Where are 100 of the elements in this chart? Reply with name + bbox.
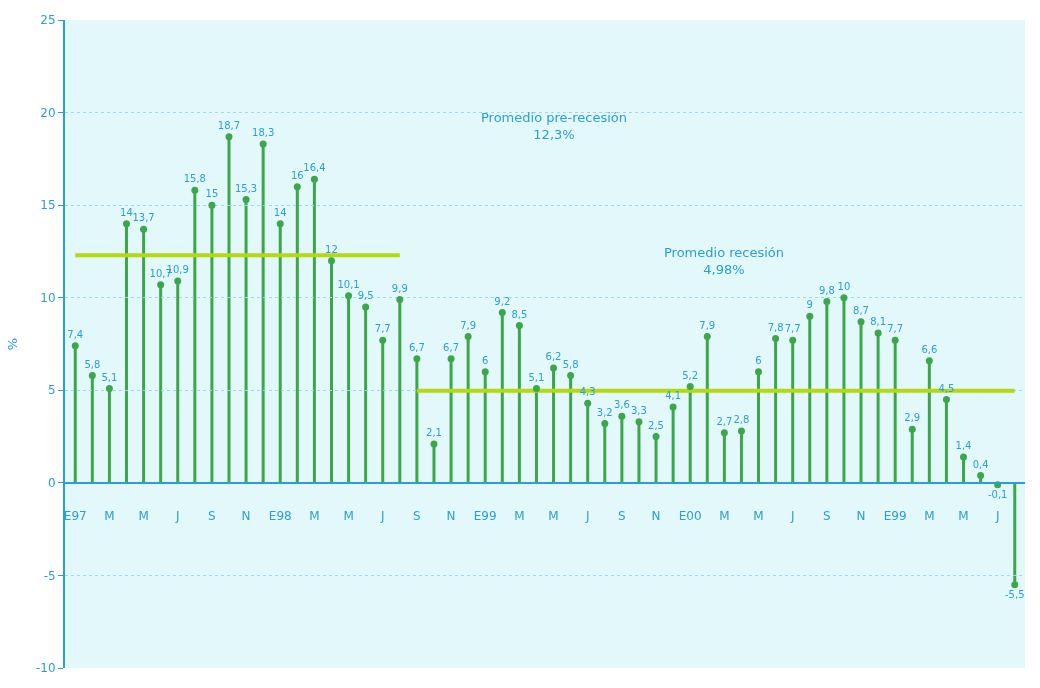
point: [635, 418, 643, 426]
x-tick-label: J: [379, 509, 385, 524]
point: [447, 355, 455, 363]
data-label: 13,7: [132, 212, 155, 224]
annotation: Promedio recesión 4,98%: [664, 245, 785, 277]
data-label: 1,4: [955, 440, 972, 452]
x-tick-label: N: [446, 509, 456, 524]
point: [891, 336, 899, 344]
x-tick-label: E99: [473, 509, 497, 524]
y-tick-label: 10: [40, 290, 56, 305]
x-tick-label: S: [208, 509, 216, 524]
data-label: 14: [120, 206, 133, 218]
annotation: Promedio pre-recesión 12,3%: [481, 110, 628, 142]
point: [259, 140, 267, 148]
data-label: 18,7: [217, 119, 241, 131]
data-label: 5,8: [84, 358, 101, 370]
data-label: 10,1: [337, 278, 360, 290]
x-tick-label: E97: [63, 509, 87, 524]
point: [1011, 581, 1019, 589]
y-tick-label: 20: [40, 105, 56, 120]
point: [806, 312, 814, 320]
data-label: 6,2: [545, 351, 562, 363]
data-label: -0,1: [987, 488, 1008, 500]
x-tick-label: E99: [883, 509, 907, 524]
data-label: 16,4: [303, 162, 326, 174]
point: [669, 403, 677, 411]
point: [396, 296, 404, 304]
point: [498, 309, 506, 317]
point: [532, 384, 540, 392]
data-label: 3,3: [631, 404, 647, 416]
point: [157, 281, 165, 289]
data-label: 16: [290, 169, 304, 181]
y-tick-label: 5: [47, 383, 56, 398]
point: [122, 220, 130, 228]
data-label: 9,5: [357, 290, 374, 302]
data-label: 7,4: [67, 328, 84, 340]
point: [584, 399, 592, 407]
point: [652, 433, 660, 441]
y-axis-title: %: [5, 337, 21, 351]
data-label: 3,6: [613, 399, 630, 411]
data-label: 2,8: [733, 414, 750, 426]
data-label: 6,7: [408, 341, 425, 353]
x-tick-label: M: [958, 509, 969, 524]
data-label: 7,7: [784, 323, 801, 335]
point: [550, 364, 558, 372]
data-label: 4,1: [665, 390, 682, 402]
data-label: 6,6: [921, 343, 938, 355]
point: [242, 196, 250, 204]
y-tick-label: -5: [43, 568, 56, 583]
x-tick-label: M: [924, 509, 935, 524]
point: [481, 368, 489, 376]
data-label: 7,7: [887, 323, 904, 335]
point: [430, 440, 438, 448]
x-tick-label: N: [856, 509, 866, 524]
data-label: 10: [837, 280, 851, 292]
data-label: 5,1: [528, 371, 545, 383]
x-tick-label: J: [584, 509, 590, 524]
x-tick-label: J: [994, 509, 1000, 524]
point: [567, 371, 575, 379]
data-label: 2,9: [904, 412, 921, 424]
x-tick-label: M: [719, 509, 730, 524]
x-tick-label: E00: [678, 509, 702, 524]
x-tick-label: N: [241, 509, 251, 524]
data-label: 15,3: [234, 182, 258, 194]
point: [755, 368, 763, 376]
point: [703, 333, 711, 341]
point: [362, 303, 370, 311]
point: [208, 201, 216, 209]
point: [840, 294, 848, 302]
data-label: 2,7: [716, 415, 733, 427]
data-label: 7,9: [460, 319, 477, 331]
point: [977, 471, 985, 479]
data-label: 5,8: [562, 358, 579, 370]
point: [293, 183, 301, 191]
point: [191, 186, 199, 194]
point: [310, 175, 318, 183]
point: [379, 336, 387, 344]
data-label: 8,1: [870, 316, 887, 328]
x-tick-label: J: [174, 509, 180, 524]
x-tick-label: N: [651, 509, 661, 524]
data-label: 2,5: [648, 419, 664, 431]
x-tick-label: S: [618, 509, 626, 524]
point: [686, 383, 694, 391]
x-tick-label: J: [789, 509, 795, 524]
data-label: 7,8: [767, 321, 784, 333]
x-tick-label: M: [138, 509, 149, 524]
data-label: -5,5: [1004, 588, 1025, 600]
data-label: 14: [273, 206, 287, 218]
data-label: 8,7: [853, 304, 869, 316]
point: [925, 357, 933, 365]
data-label: 9: [806, 299, 813, 311]
point: [515, 321, 523, 329]
data-label: 9,2: [494, 295, 511, 307]
data-label: 15: [205, 188, 219, 200]
y-tick-label: -10: [35, 661, 56, 676]
data-label: 7,9: [699, 319, 716, 331]
point: [874, 329, 882, 337]
data-label: 5,1: [101, 371, 118, 383]
point: [857, 318, 865, 326]
data-label: 18,3: [252, 127, 275, 139]
